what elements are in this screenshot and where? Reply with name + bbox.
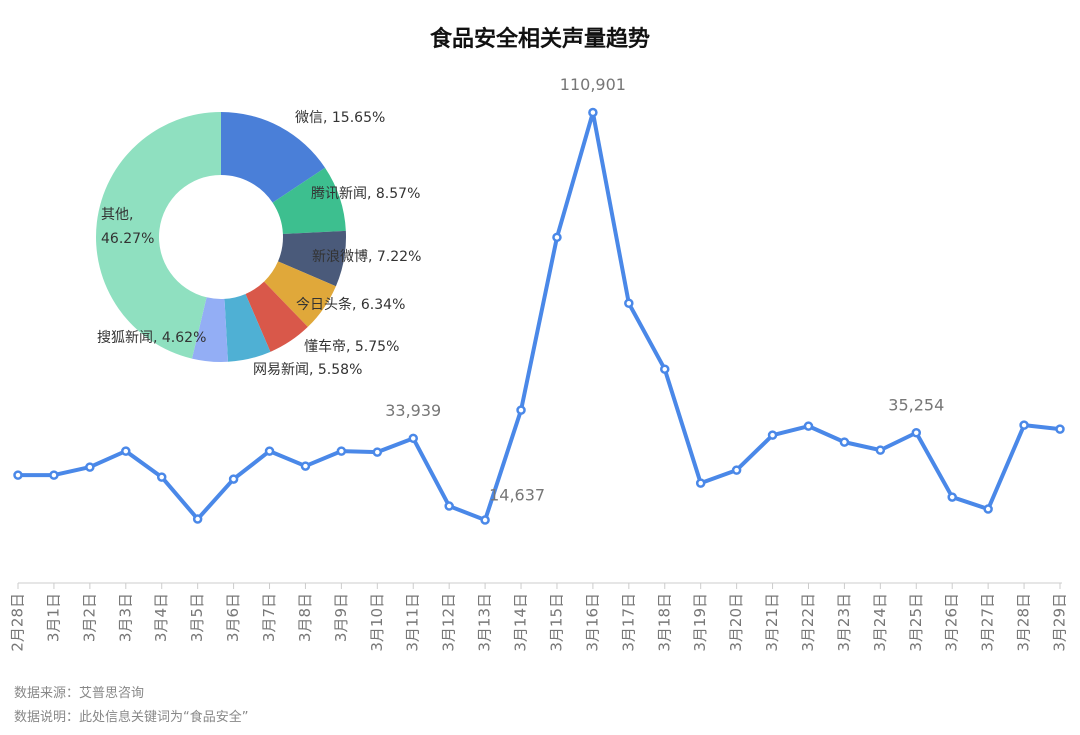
x-tick-label: 3月7日 — [260, 593, 278, 642]
chart-title: 食品安全相关声量趋势 — [430, 26, 650, 52]
x-tick-label: 3月19日 — [691, 593, 709, 652]
x-tick-label: 3月14日 — [512, 593, 530, 652]
x-tick-label: 3月11日 — [404, 593, 422, 652]
x-tick-label: 3月10日 — [368, 593, 386, 652]
footnote: 数据说明：此处信息关键词为“食品安全” — [14, 710, 249, 725]
pie-label: 懂车帝, 5.75% — [304, 339, 400, 355]
point — [156, 472, 167, 482]
point — [947, 492, 957, 502]
pie-slice — [224, 293, 271, 362]
data-label: 33,939 — [385, 401, 441, 420]
point — [803, 421, 814, 431]
x-tick-label: 3月22日 — [799, 593, 817, 652]
x-tick-label: 3月17日 — [619, 593, 637, 652]
pie-label: 新浪微博, 7.22% — [312, 249, 422, 265]
point — [552, 232, 562, 243]
pie-slice — [245, 281, 308, 352]
x-tick-label: 3月18日 — [655, 593, 673, 652]
point — [516, 405, 526, 415]
pie-label: 网易新闻, 5.58% — [253, 362, 363, 378]
point — [588, 107, 598, 118]
footnote: 数据来源：艾普思咨询 — [14, 686, 145, 701]
x-tick-label: 3月1日 — [44, 593, 62, 642]
pie-label: 其他, 46.27% — [101, 207, 155, 247]
point — [408, 433, 418, 444]
x-tick-label: 3月5日 — [188, 593, 206, 642]
pie-slice — [95, 112, 221, 359]
point — [731, 465, 742, 475]
line — [18, 110, 1061, 523]
x-tick-label: 3月21日 — [763, 593, 781, 652]
point — [264, 446, 275, 456]
point — [767, 430, 778, 440]
point — [192, 514, 203, 524]
pie-slice — [221, 112, 326, 203]
point — [121, 446, 131, 456]
point — [228, 474, 239, 484]
point — [911, 428, 922, 438]
pie-slice — [272, 167, 346, 234]
point — [983, 504, 993, 514]
x-tick-label: 2月28日 — [9, 593, 27, 652]
x-tick-label: 3月6日 — [224, 593, 242, 642]
x-tick-label: 3月24日 — [871, 593, 889, 652]
pie-label: 今日头条, 6.34% — [296, 297, 406, 313]
point — [49, 470, 59, 480]
x-tick-label: 3月16日 — [583, 593, 601, 652]
point — [660, 364, 670, 374]
x-tick-label: 3月13日 — [476, 593, 494, 652]
point — [336, 446, 347, 456]
x-tick-label: 3月15日 — [547, 593, 565, 652]
x-tick-label: 3月25日 — [907, 593, 925, 652]
point — [480, 515, 490, 525]
point — [695, 478, 706, 488]
pie-slice — [191, 297, 228, 362]
x-tick-label: 3月9日 — [332, 593, 350, 642]
pie-label: 腾讯新闻, 8.57% — [311, 186, 421, 202]
point — [444, 501, 454, 511]
x-tick-label: 3月4日 — [152, 593, 170, 642]
point — [13, 470, 23, 480]
point — [875, 445, 886, 455]
x-tick-label: 3月28日 — [1015, 593, 1033, 652]
point — [372, 447, 383, 457]
x-tick-label: 3月23日 — [835, 593, 853, 652]
point — [1019, 420, 1029, 430]
pie-label: 微信, 15.65% — [295, 110, 386, 126]
point — [300, 461, 311, 471]
x-tick-label: 3月29日 — [1051, 593, 1069, 652]
x-tick-label: 3月27日 — [979, 593, 997, 652]
x-tick-label: 3月12日 — [440, 593, 458, 652]
point — [624, 298, 634, 309]
x-tick-label: 3月3日 — [116, 593, 134, 642]
point — [1055, 424, 1065, 434]
data-label: 35,254 — [888, 395, 944, 414]
x-tick-label: 3月2日 — [80, 593, 98, 642]
pie-slice — [277, 230, 346, 287]
point — [839, 437, 850, 447]
point — [85, 462, 95, 472]
data-label: 14,637 — [489, 486, 545, 505]
data-label: 110,901 — [560, 75, 626, 94]
pie-slice — [264, 261, 336, 327]
x-tick-label: 3月26日 — [943, 593, 961, 652]
x-tick-label: 3月8日 — [296, 593, 314, 642]
x-tick-label: 3月20日 — [727, 593, 745, 652]
pie-label: 搜狐新闻, 4.62% — [97, 330, 207, 346]
